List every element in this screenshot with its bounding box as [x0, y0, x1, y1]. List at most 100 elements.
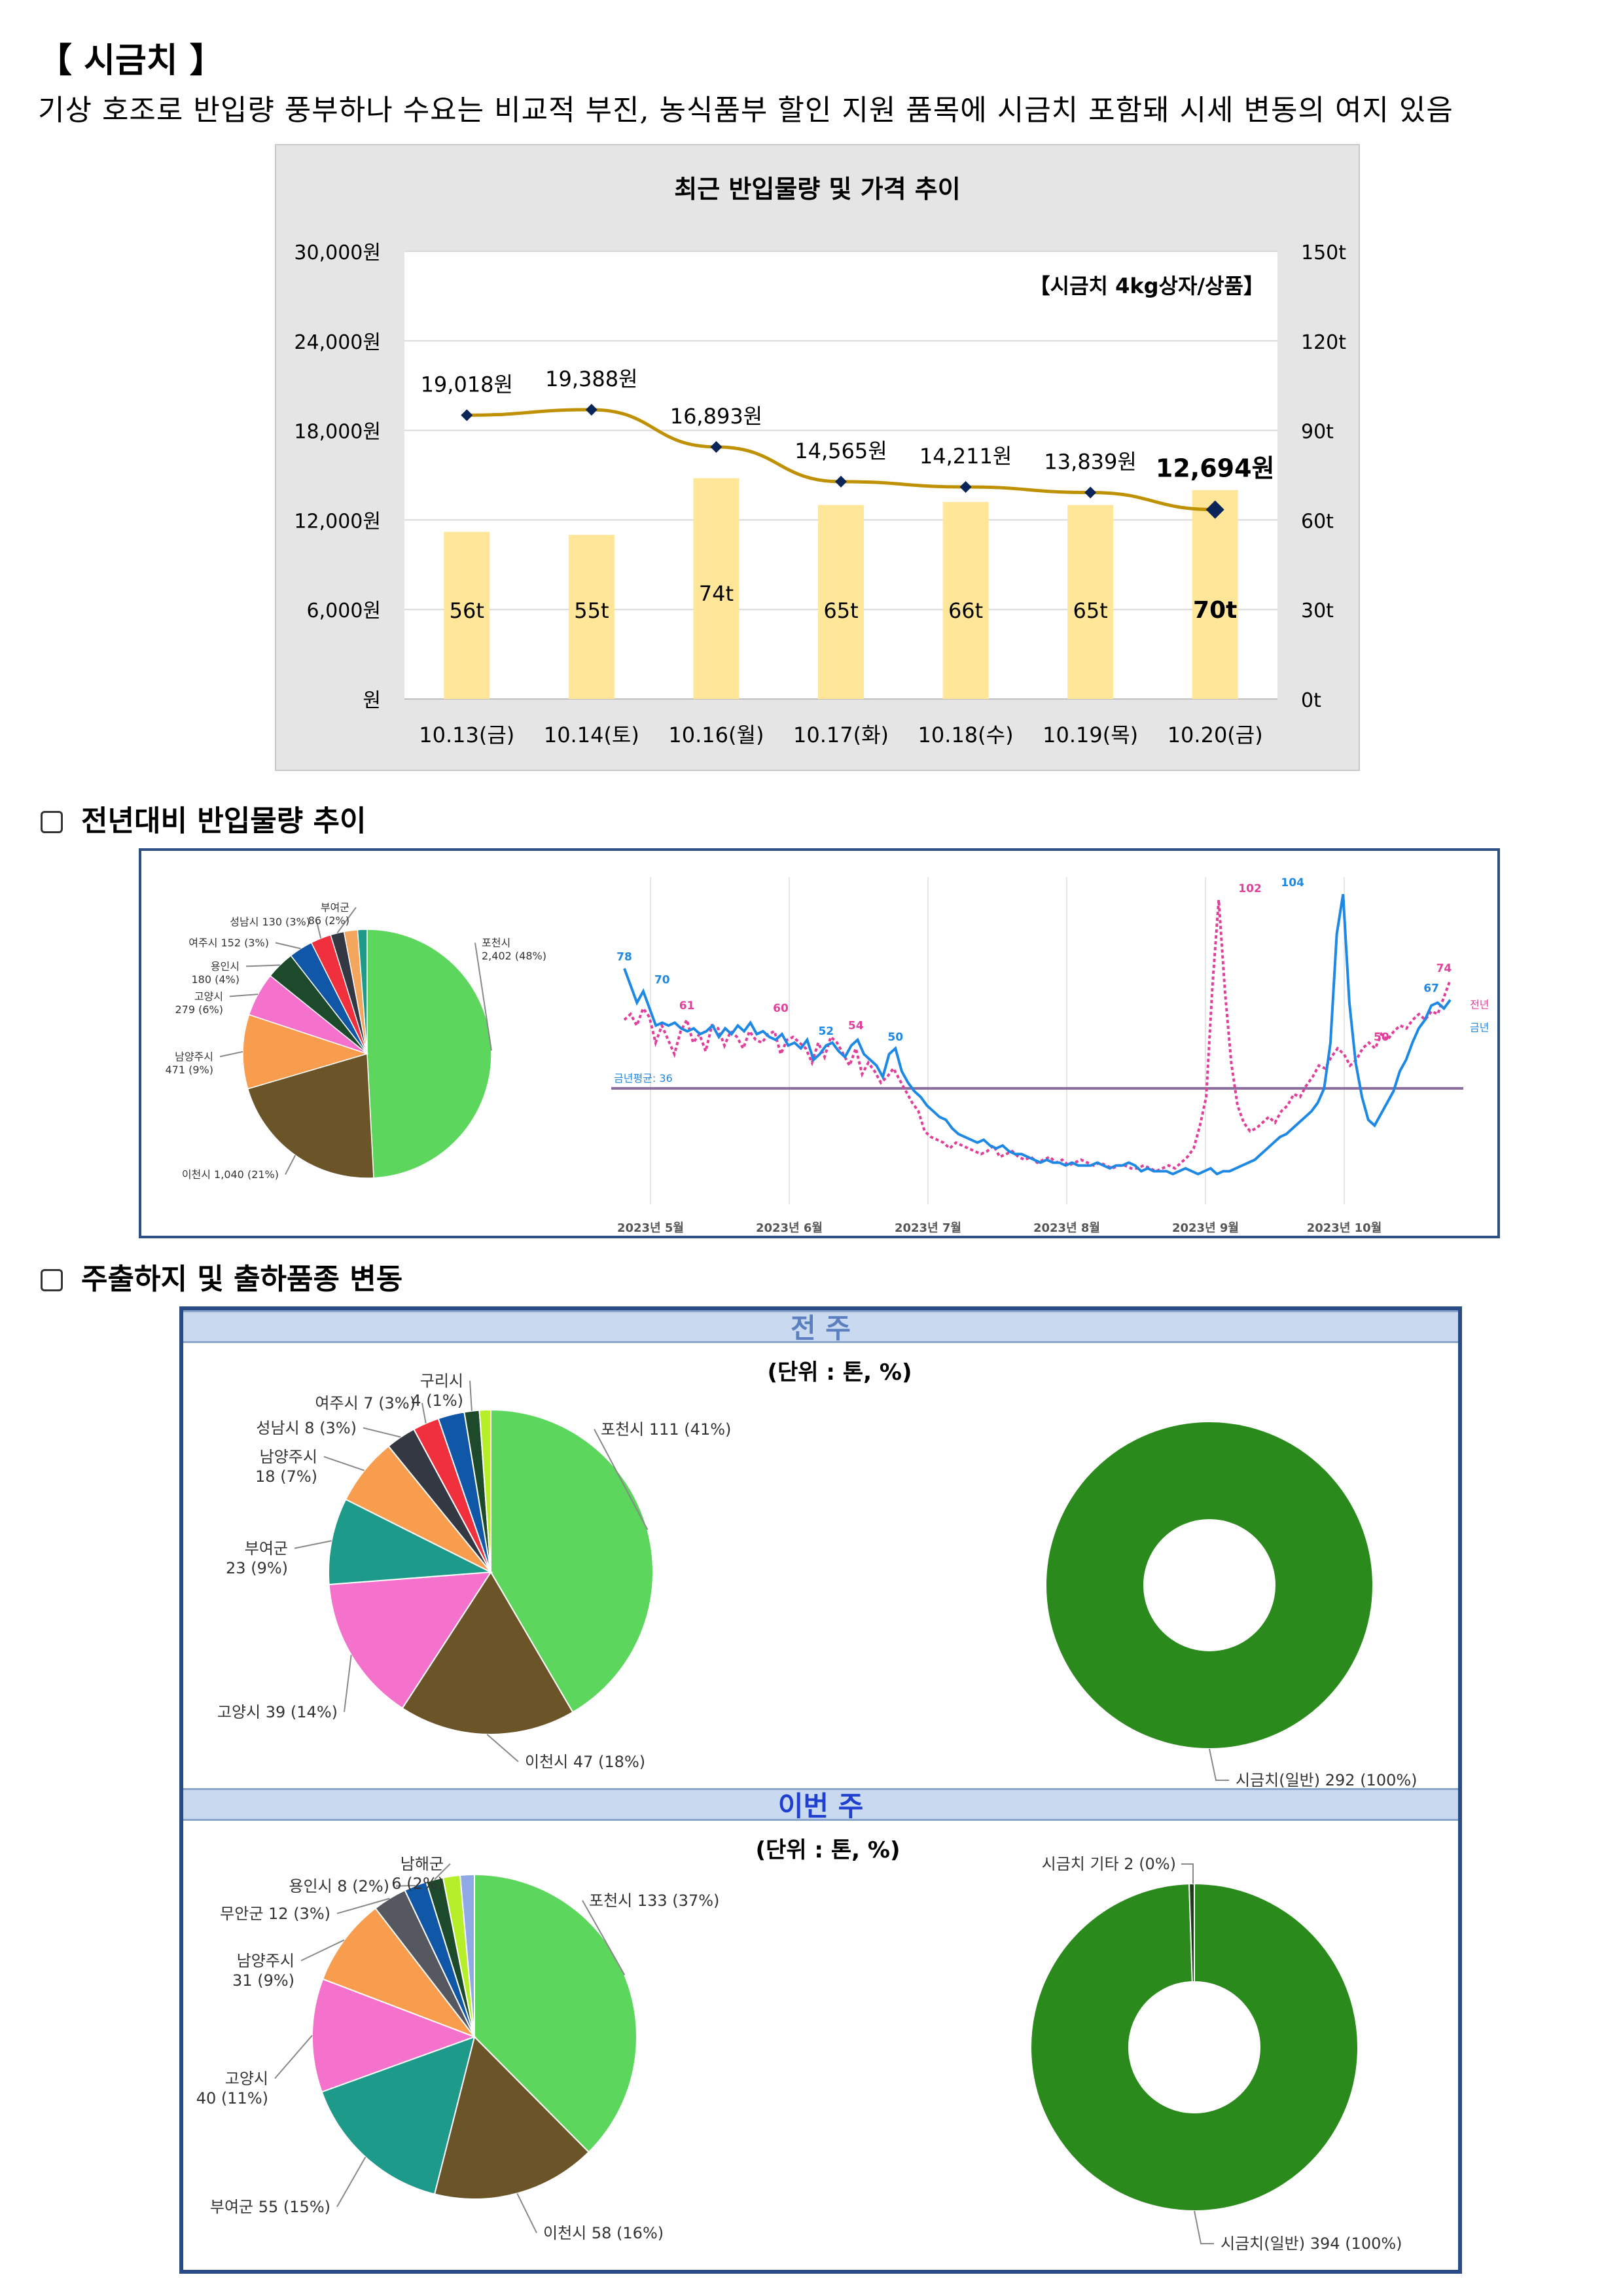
pie-label: 31 (9%) [232, 1971, 294, 1990]
pie-label: 성남시 130 (3%) [230, 916, 310, 928]
pie-label: 6 (2%) [391, 1874, 444, 1893]
pie-slice [401, 1571, 574, 1735]
volume-bar [1192, 490, 1238, 699]
pie-label: 구리시 [420, 1372, 463, 1390]
price-label: 16,893원 [670, 404, 762, 429]
pie-label: 4 (1%) [411, 1391, 463, 1410]
leader-line [336, 2157, 366, 2208]
price-label: 19,388원 [545, 367, 637, 391]
leader-line [474, 942, 492, 1051]
pie-label: 23 (9%) [226, 1559, 288, 1577]
leader-line [344, 1655, 352, 1712]
volume-bar [818, 505, 864, 699]
y-right-tick: 90t [1301, 421, 1334, 444]
leader-line [294, 1540, 332, 1549]
section-heading-label: 전년대비 반입물량 추이 [81, 804, 366, 838]
price-volume-chart: 최근 반입물량 및 가격 추이원 0t 6,000원 30t 12,000원 60t 18,… [294, 175, 1346, 747]
leader-line [434, 1863, 451, 1880]
volume-bar [444, 531, 490, 699]
volume-bar [942, 502, 989, 699]
y-right-tick: 150t [1301, 242, 1346, 264]
point-label: 102 [1238, 882, 1262, 895]
pie-label: 포천시 133 (37%) [589, 1892, 719, 1910]
chart-title: 최근 반입물량 및 가격 추이 [674, 175, 960, 204]
pie-label: 471 (9%) [166, 1064, 214, 1076]
pie-slice [1188, 1882, 1195, 1983]
y-right-tick: 60t [1301, 510, 1334, 533]
unit-label: (단위 : 톤, %) [767, 1359, 912, 1386]
volume-label: 65t [1073, 598, 1108, 623]
leader-line [421, 1403, 427, 1424]
point-label: 50 [1374, 1031, 1389, 1044]
x-tick-label: 10.13(금) [419, 723, 514, 747]
x-tick-label: 2023년 9월 [1172, 1221, 1239, 1235]
pie-label: 포천시 [482, 937, 510, 949]
checkbox-icon [41, 811, 63, 833]
point-label: 52 [818, 1025, 834, 1038]
price-marker [1084, 486, 1097, 499]
leader-line [336, 906, 357, 934]
point-label: 104 [1281, 876, 1304, 889]
leader-line [594, 1429, 649, 1530]
volume-label: 56t [450, 598, 484, 623]
price-marker [1205, 500, 1224, 519]
pie-label: 고양시 [194, 990, 223, 1003]
shipping-charts: (단위 : 톤, %) (단위 : 톤, %) 포천시 111 (41%) 이천시 4… [196, 1359, 1418, 2253]
pie-slice [242, 1014, 369, 1090]
pie-label: 남양주시 [237, 1952, 294, 1970]
volume-bar [693, 478, 740, 699]
pie-slice [366, 929, 492, 1179]
volume-bar [568, 535, 615, 699]
pie-slice [312, 1978, 476, 2093]
prev-week-header: 전 주 [183, 1310, 1458, 1344]
pie-label: 부여군 55 (15%) [210, 2198, 330, 2216]
series-line-prev-year [623, 899, 1452, 1173]
y-left-tick: 6,000원 [307, 600, 381, 622]
pie-label: 부여군 [321, 901, 349, 914]
leader-line [285, 1155, 296, 1175]
volume-bar [1067, 505, 1114, 699]
pie-label: 무안군 12 (3%) [220, 1905, 330, 1923]
leader-line [1209, 1748, 1229, 1781]
pie-label: 279 (6%) [175, 1003, 224, 1016]
x-tick-label: 2023년 5월 [617, 1221, 684, 1235]
pie-label: 40 (11%) [196, 2089, 268, 2108]
y-left-tick: 12,000원 [294, 510, 381, 533]
leader-line [582, 1900, 626, 1976]
x-tick-label: 10.14(토) [544, 723, 639, 747]
shipping-panel: 전 주 이번 주 (단위 : 톤, %) (단위 : 톤, %) 포천시 111 (… [179, 1306, 1462, 2274]
x-tick-label: 2023년 6월 [756, 1221, 823, 1235]
x-tick-label: 10.20(금) [1168, 723, 1263, 747]
pie-slice [321, 1907, 476, 2039]
point-label: 74 [1436, 962, 1452, 975]
chart-annotation: 【시금치 4kg상자/상품】 [1029, 274, 1264, 298]
price-label: 13,839원 [1044, 449, 1136, 474]
pie-label: 86 (2%) [308, 914, 349, 927]
pie-slice [478, 1408, 491, 1573]
leader-line [469, 1380, 473, 1411]
pie-label: 이천시 1,040 (21%) [182, 1168, 279, 1181]
pie-label: 남해군 [401, 1855, 444, 1873]
x-tick-label: 2023년 7월 [895, 1221, 961, 1235]
x-tick-label: 10.19(목) [1043, 723, 1138, 747]
pie-slice [1030, 1882, 1359, 2212]
y-left-tick: 24,000원 [294, 331, 381, 354]
pie-slice [1044, 1421, 1374, 1749]
pie-slice [247, 1053, 374, 1179]
leader-line [323, 1456, 365, 1471]
series-line-this-year [623, 893, 1452, 1176]
this-week-header: 이번 주 [183, 1788, 1458, 1822]
pie-slice [321, 2036, 476, 2195]
point-label: 61 [679, 999, 695, 1013]
pie-slice [433, 2036, 590, 2200]
pie-label: 남양주시 [175, 1050, 213, 1063]
leader-line [245, 964, 280, 967]
point-label: 50 [887, 1031, 903, 1044]
section-heading-shipping: 주출하지 및 출하품종 변동 [41, 1255, 402, 1297]
leader-line [1181, 1863, 1194, 1884]
pie-label: 고양시 39 (14%) [217, 1703, 338, 1721]
page-subtitle: 기상 호조로 반입량 풍부하나 수요는 비교적 부진, 농식품부 할인 지원 품… [38, 94, 1454, 127]
price-label: 14,565원 [794, 439, 887, 463]
y-left-tick: 18,000원 [294, 421, 381, 444]
